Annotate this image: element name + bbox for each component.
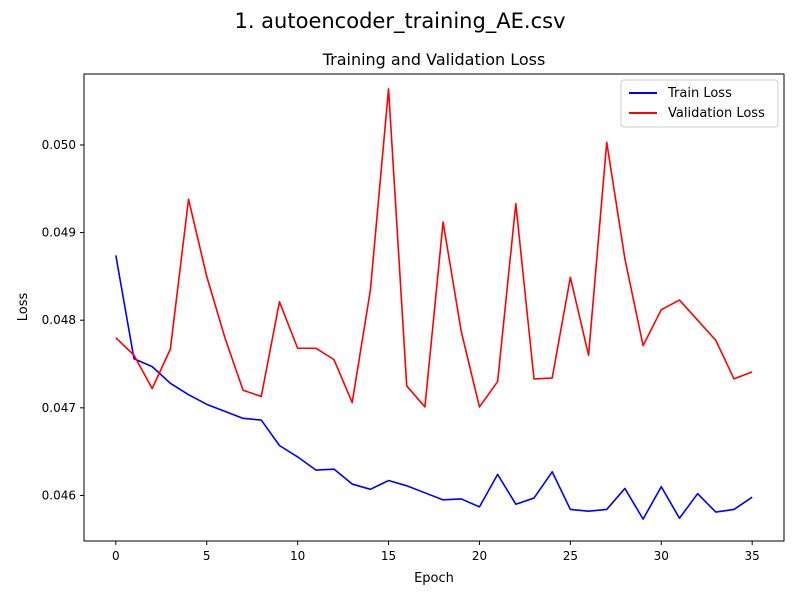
legend-label-train-loss: Train Loss (667, 86, 732, 101)
x-tick-label: 5 (203, 549, 211, 563)
x-tick-label: 10 (290, 549, 305, 563)
x-tick-label: 35 (745, 549, 760, 563)
y-tick-label: 0.050 (42, 138, 76, 152)
y-tick-label: 0.048 (42, 313, 76, 327)
x-tick-label: 15 (381, 549, 396, 563)
series-line-train-loss (115, 255, 753, 520)
y-tick-label: 0.049 (42, 226, 76, 240)
x-axis-label: Epoch (414, 571, 454, 586)
x-axis: 0 5 10 15 20 25 30 35 (112, 541, 760, 563)
x-tick-label: 25 (563, 549, 578, 563)
x-tick-label: 0 (112, 549, 120, 563)
y-tick-label: 0.046 (42, 488, 76, 502)
y-axis: 0.046 0.047 0.048 0.049 0.050 (42, 138, 84, 502)
x-tick-label: 30 (654, 549, 669, 563)
chart-title: Training and Validation Loss (322, 50, 546, 69)
legend: Train Loss Validation Loss (620, 79, 779, 128)
x-tick-label: 20 (472, 549, 487, 563)
legend-label-validation-loss: Validation Loss (668, 106, 765, 121)
figure-suptitle: 1. autoencoder_training_AE.csv (234, 9, 565, 34)
legend-box (620, 79, 779, 128)
axes-frame (83, 73, 785, 542)
series-layer (115, 88, 753, 520)
y-axis-label: Loss (16, 293, 31, 322)
y-tick-label: 0.047 (42, 401, 76, 415)
series-line-validation-loss (115, 88, 753, 408)
